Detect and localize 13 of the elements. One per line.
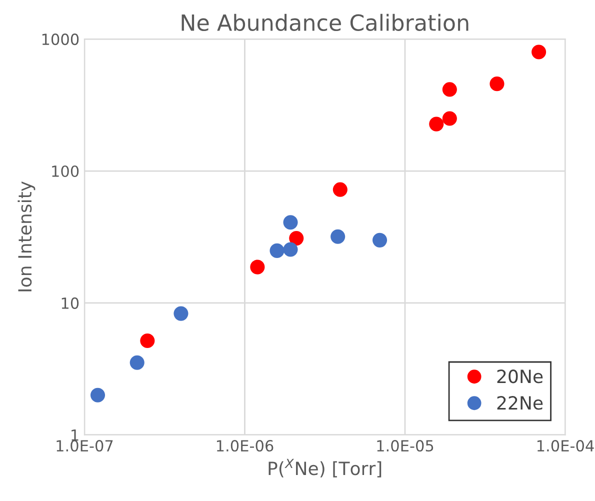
x-axis-title: P($^{X}$Ne) [Torr] xyxy=(268,458,382,478)
x-tick-label: 1.0E-06 xyxy=(216,440,274,452)
x-tick-label: 1.0E-05 xyxy=(377,440,434,452)
chart-title: Ne Abundance Calibration xyxy=(182,14,468,32)
legend-label: 22Ne xyxy=(497,396,543,410)
y-tick-label: 1 xyxy=(72,430,78,441)
y-tick-label: 100 xyxy=(52,165,79,178)
y-tick-label: 10 xyxy=(62,297,79,309)
x-tick-label: 1.0E-07 xyxy=(56,440,113,452)
x-tick-label: 1.0E-04 xyxy=(537,440,594,452)
y-axis-title: Ion Intensity xyxy=(18,181,36,292)
y-tick-label: 1000 xyxy=(42,34,79,46)
legend-label: 20Ne xyxy=(497,370,543,384)
